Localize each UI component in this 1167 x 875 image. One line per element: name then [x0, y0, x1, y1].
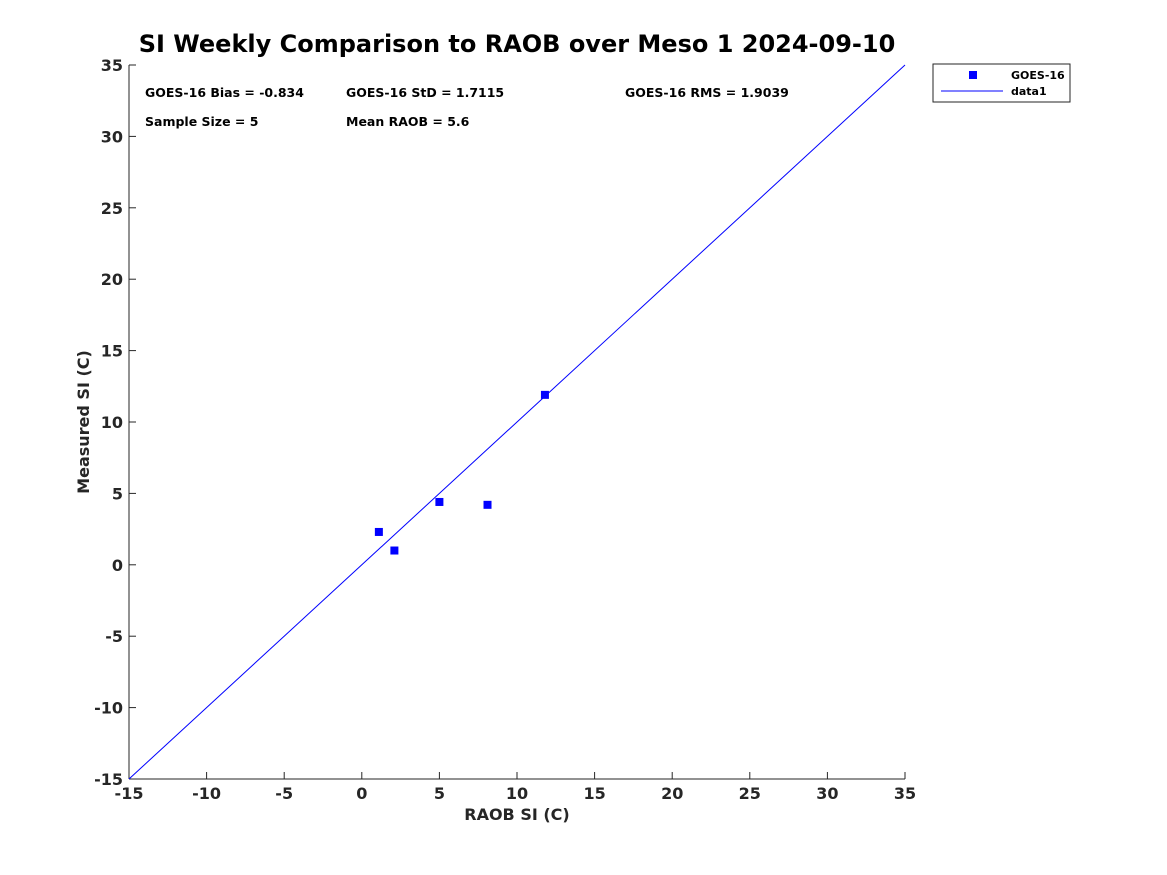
- x-axis-label: RAOB SI (C): [464, 805, 569, 824]
- legend: GOES-16 data1: [932, 63, 1071, 103]
- y-tick-label: 5: [112, 484, 123, 503]
- data-point: [374, 527, 383, 536]
- y-ticks: -15 -10 -5 0 5 10 15 20 25 30 35: [94, 56, 136, 789]
- y-tick-label: 30: [101, 127, 123, 146]
- y-tick-label: 25: [101, 199, 123, 218]
- x-tick-label: -5: [275, 784, 293, 803]
- y-tick-label: 20: [101, 270, 123, 289]
- y-tick-label: 35: [101, 56, 123, 75]
- legend-box: [932, 63, 1071, 103]
- rms-annotation: GOES-16 RMS = 1.9039: [625, 85, 789, 100]
- y-tick-label: -15: [94, 770, 123, 789]
- data-point: [390, 546, 399, 555]
- data-point: [483, 500, 492, 509]
- x-tick-label: 15: [583, 784, 605, 803]
- legend-label-goes16: GOES-16: [1011, 69, 1065, 82]
- x-tick-label: 5: [434, 784, 445, 803]
- std-annotation: GOES-16 StD = 1.7115: [346, 85, 504, 100]
- chart-title: SI Weekly Comparison to RAOB over Meso 1…: [139, 30, 896, 58]
- series-data1: [128, 64, 906, 780]
- y-tick-label: -5: [105, 627, 123, 646]
- x-tick-label: 20: [661, 784, 683, 803]
- y-tick-label: 10: [101, 413, 123, 432]
- legend-label-data1: data1: [1011, 85, 1047, 98]
- x-tick-label: 25: [739, 784, 761, 803]
- series-goes16: [374, 390, 549, 555]
- x-ticks: -15 -10 -5 0 5 10 15 20 25 30 35: [115, 772, 916, 803]
- x-tick-label: -15: [115, 784, 144, 803]
- one-to-one-line: [128, 64, 906, 780]
- y-tick-label: 0: [112, 556, 123, 575]
- bias-annotation: GOES-16 Bias = -0.834: [145, 85, 304, 100]
- y-tick-label: -10: [94, 699, 123, 718]
- data-point: [435, 497, 444, 506]
- x-tick-label: 10: [506, 784, 528, 803]
- sample-size-annotation: Sample Size = 5: [145, 114, 258, 129]
- y-tick-label: 15: [101, 342, 123, 361]
- x-tick-label: 35: [894, 784, 916, 803]
- data-point: [540, 390, 549, 399]
- x-tick-label: 30: [816, 784, 838, 803]
- mean-raob-annotation: Mean RAOB = 5.6: [346, 114, 470, 129]
- y-axis-label: Measured SI (C): [74, 350, 93, 494]
- x-tick-label: -10: [192, 784, 221, 803]
- legend-marker-goes16: [969, 71, 977, 79]
- x-tick-label: 0: [356, 784, 367, 803]
